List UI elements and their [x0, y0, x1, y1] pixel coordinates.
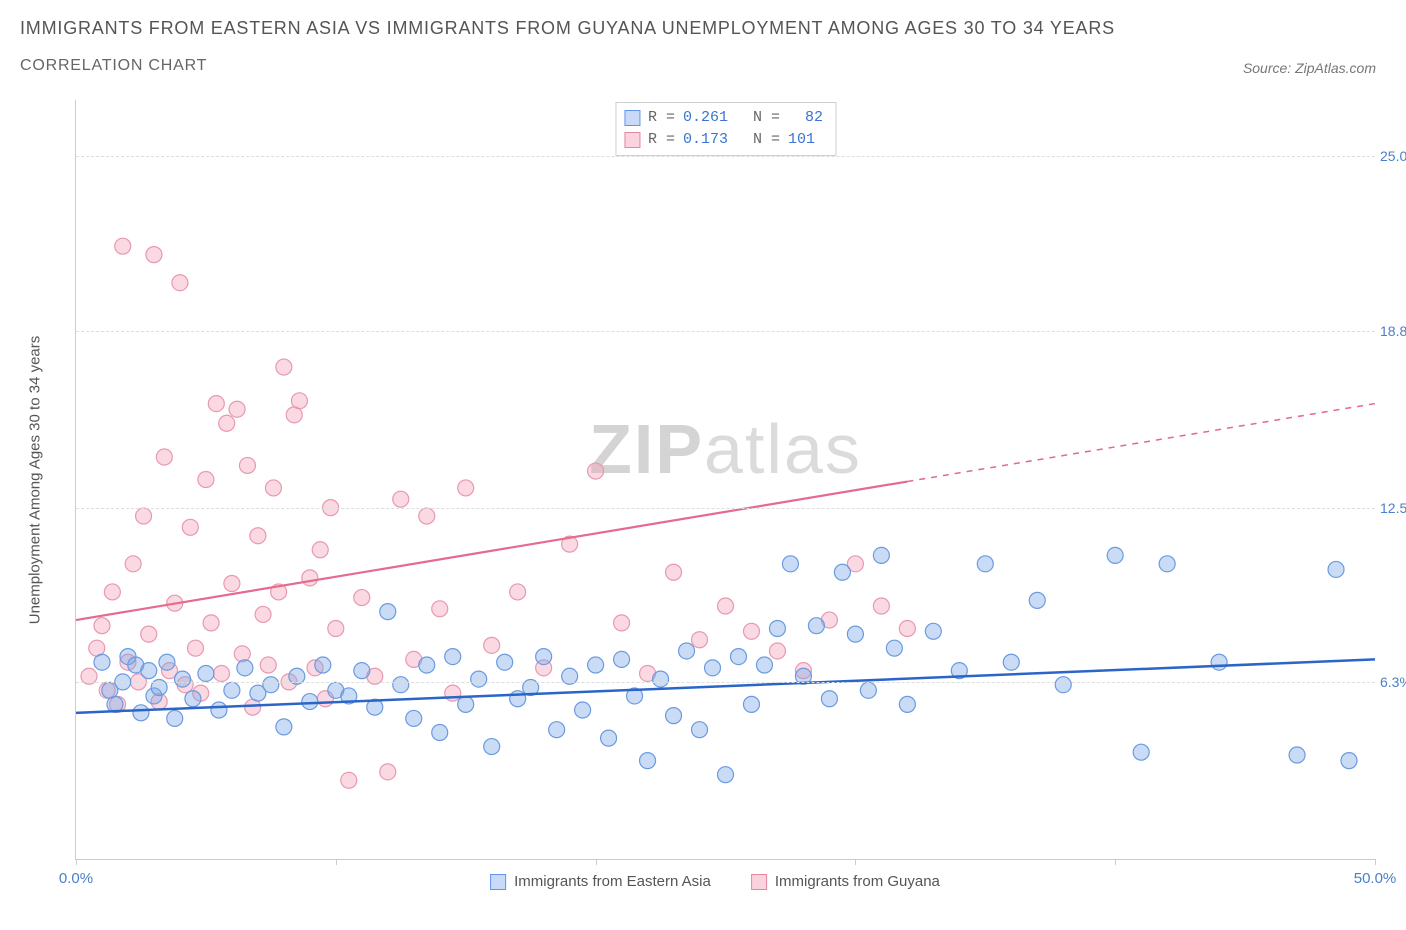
- plot-area: ZIPatlas R = 0.261 N = 82 R = 0.173 N = …: [75, 100, 1375, 860]
- y-tick-label: 18.8%: [1380, 323, 1406, 339]
- chart-svg: [76, 100, 1375, 859]
- chart-subtitle: CORRELATION CHART: [20, 57, 1386, 75]
- series-legend: Immigrants from Eastern Asia Immigrants …: [490, 873, 940, 890]
- legend-item-blue: Immigrants from Eastern Asia: [490, 873, 711, 890]
- legend-label-blue: Immigrants from Eastern Asia: [514, 873, 711, 890]
- legend-swatch-blue-icon: [490, 874, 506, 890]
- legend-item-pink: Immigrants from Guyana: [751, 873, 940, 890]
- y-tick-label: 12.5%: [1380, 500, 1406, 516]
- x-tick-label: 50.0%: [1354, 870, 1397, 887]
- chart-title: IMMIGRANTS FROM EASTERN ASIA VS IMMIGRAN…: [20, 18, 1386, 39]
- x-tick-label: 0.0%: [59, 870, 93, 887]
- y-tick-label: 25.0%: [1380, 148, 1406, 164]
- source-text: Source: ZipAtlas.com: [1243, 60, 1376, 76]
- y-axis-label: Unemployment Among Ages 30 to 34 years: [27, 336, 44, 625]
- legend-label-pink: Immigrants from Guyana: [775, 873, 940, 890]
- legend-swatch-pink-icon: [751, 874, 767, 890]
- y-tick-label: 6.3%: [1380, 674, 1406, 690]
- plot-wrap: Unemployment Among Ages 30 to 34 years Z…: [55, 100, 1375, 860]
